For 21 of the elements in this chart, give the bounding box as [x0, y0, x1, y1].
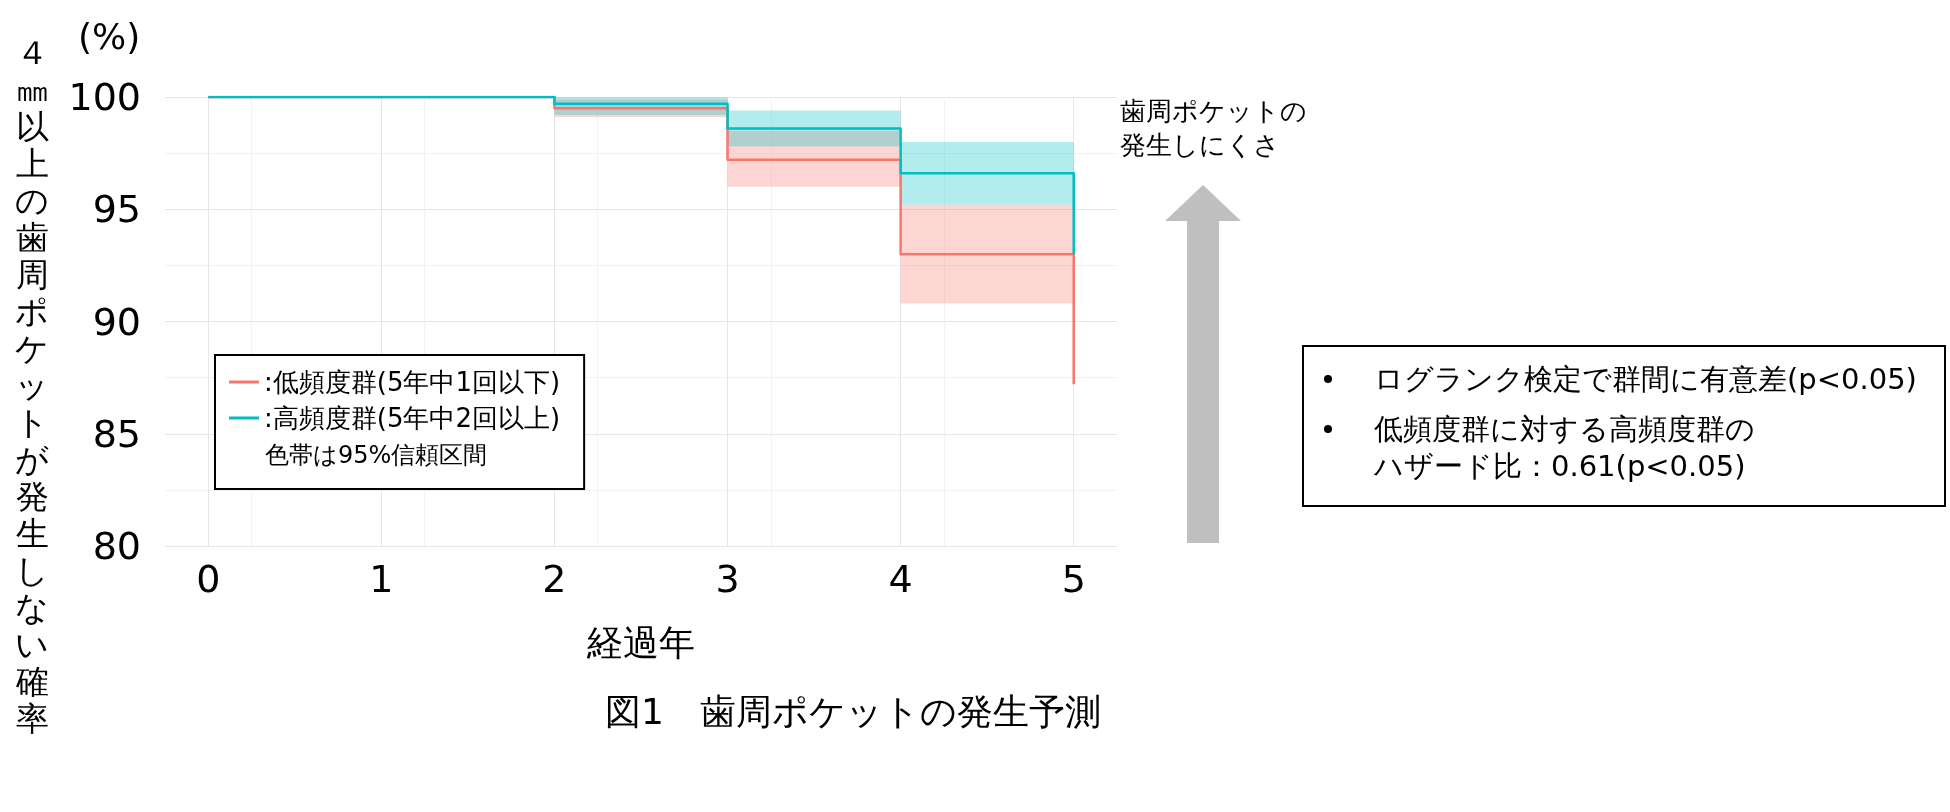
y-tick-label: 85: [92, 411, 141, 456]
text: ログランク検定で群間に有意差(p<0.05): [1374, 361, 1917, 398]
x-axis-title: 経過年: [586, 621, 695, 663]
x-tick-label: 5: [1061, 557, 1086, 601]
y-tick-label: 100: [68, 75, 141, 119]
text: ４㎜以上の歯周ポケットが発生しない確率: [15, 33, 49, 738]
x-tick-label: 0: [196, 557, 221, 601]
y-tick-label: 95: [92, 187, 141, 232]
annotation: 色帯は95%信頼区間: [265, 441, 488, 469]
text: 歯周ポケットの発生しにくさ: [1120, 95, 1308, 162]
text: 図1 歯周ポケットの発生予測: [605, 690, 1101, 732]
legend-label: :高頻度群(5年中2回以上): [264, 403, 561, 433]
x-tick-label: 4: [888, 557, 913, 601]
text: (%): [78, 15, 141, 57]
x-tick-label: 2: [542, 557, 567, 601]
x-tick-label: 3: [715, 557, 740, 601]
y-tick-label: 80: [92, 524, 141, 568]
legend-label: :低頻度群(5年中1回以下): [264, 367, 561, 397]
y-tick-label: 90: [92, 299, 141, 344]
x-tick-label: 1: [369, 557, 394, 601]
text: 低頻度群に対する高頻度群のハザード比：0.61(p<0.05): [1374, 411, 1756, 484]
